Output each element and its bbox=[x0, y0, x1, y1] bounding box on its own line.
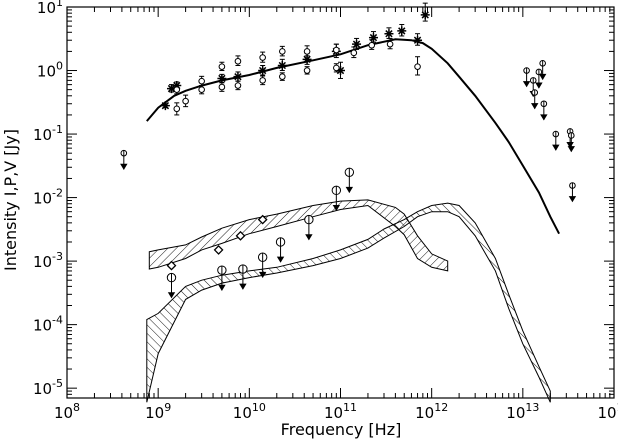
circle-upper-limit-point bbox=[540, 100, 548, 121]
circle-upper-limit-point bbox=[217, 265, 227, 291]
x-tick-label: 1013 bbox=[506, 401, 539, 422]
circle-point bbox=[333, 43, 340, 56]
circle-point bbox=[350, 46, 358, 59]
circle-upper-limit-point bbox=[238, 264, 248, 290]
circle-upper-limit-point bbox=[538, 59, 547, 81]
circle-point bbox=[303, 66, 311, 75]
data-points bbox=[120, 2, 577, 299]
circle-point bbox=[279, 72, 286, 81]
circle-point bbox=[259, 75, 266, 86]
circle-upper-limit-point bbox=[257, 252, 268, 279]
star-point bbox=[166, 84, 176, 94]
circle-point bbox=[182, 94, 189, 108]
circle-point bbox=[234, 80, 242, 91]
y-tick-label: 10-4 bbox=[33, 314, 63, 335]
circle-point bbox=[173, 85, 181, 95]
star-point bbox=[397, 24, 407, 37]
star-point bbox=[413, 33, 423, 46]
circle-upper-limit-point bbox=[531, 89, 539, 110]
y-tick-label: 10-5 bbox=[33, 377, 63, 398]
circle-point bbox=[234, 55, 242, 66]
diamond-point bbox=[166, 260, 177, 271]
star-point bbox=[420, 2, 430, 22]
hatched-band-2 bbox=[146, 202, 551, 403]
star-point bbox=[352, 37, 362, 50]
circle-point bbox=[259, 51, 266, 63]
circle-point bbox=[333, 63, 340, 73]
circle-point bbox=[386, 37, 394, 50]
circle-point bbox=[279, 45, 286, 57]
x-tick-label: 1011 bbox=[324, 401, 357, 422]
circle-upper-limit-point bbox=[535, 68, 543, 89]
circle-upper-limit-point bbox=[275, 237, 286, 263]
circle-upper-limit-point bbox=[568, 182, 577, 203]
hatched-bands bbox=[146, 199, 551, 403]
x-tick-label: 1012 bbox=[415, 401, 448, 422]
circle-upper-limit-point bbox=[331, 185, 342, 212]
star-point bbox=[277, 58, 287, 72]
y-axis-label: Intensity I,P,V [Jy] bbox=[1, 129, 20, 271]
y-tick-label: 100 bbox=[37, 60, 63, 81]
star-point bbox=[160, 101, 170, 111]
circle-upper-limit-point bbox=[120, 149, 128, 170]
star-point bbox=[258, 64, 268, 76]
circle-upper-limit-point bbox=[522, 67, 531, 88]
y-tick-label: 10-2 bbox=[33, 187, 63, 208]
diamond-point bbox=[257, 214, 268, 225]
circle-upper-limit-point bbox=[567, 132, 575, 153]
y-tick-label: 10-1 bbox=[33, 123, 63, 144]
star-point bbox=[336, 61, 345, 79]
hatched-band-1 bbox=[148, 199, 449, 272]
circle-point bbox=[303, 45, 311, 57]
circle-point bbox=[368, 39, 376, 50]
x-tick-label: 1014 bbox=[597, 401, 618, 422]
model-curve bbox=[146, 38, 560, 235]
diamond-point bbox=[213, 245, 224, 255]
diamond-point bbox=[235, 230, 246, 241]
y-tick-label: 101 bbox=[37, 0, 63, 17]
x-tick-label: 1010 bbox=[233, 401, 266, 422]
x-axis-label: Frequency [Hz] bbox=[281, 420, 402, 439]
circle-upper-limit-point bbox=[552, 130, 560, 151]
circle-upper-limit-point bbox=[166, 272, 177, 299]
y-tick-label: 10-3 bbox=[33, 250, 63, 271]
x-tick-label: 109 bbox=[145, 401, 171, 422]
circle-point bbox=[218, 61, 226, 72]
circle-upper-limit-point bbox=[344, 167, 355, 194]
model-curve-line bbox=[146, 38, 560, 235]
x-tick-label: 108 bbox=[54, 401, 80, 422]
circle-point bbox=[414, 56, 421, 76]
circle-upper-limit-point bbox=[304, 214, 314, 241]
circle-point bbox=[173, 102, 181, 116]
circle-point bbox=[218, 82, 226, 92]
circle-point bbox=[198, 85, 205, 95]
